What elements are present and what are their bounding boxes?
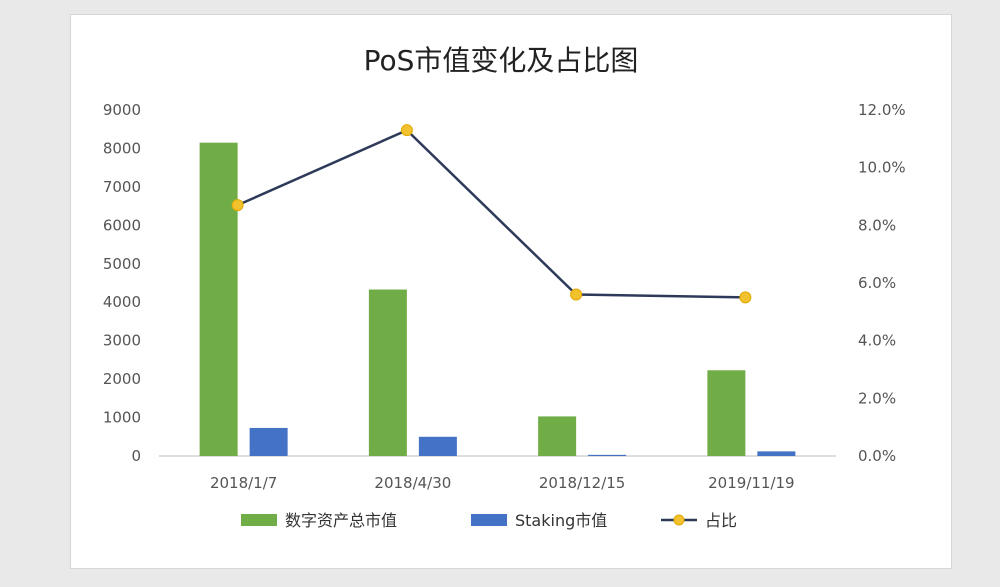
ratio-point — [570, 288, 583, 301]
bar-staking-market-cap — [757, 451, 796, 456]
bar-staking-market-cap — [249, 427, 288, 456]
y-right-tick-label: 10.0% — [858, 159, 906, 177]
x-category-label: 2018/12/15 — [539, 474, 625, 492]
ratio-line — [237, 128, 746, 299]
y-left-tick-label: 1000 — [103, 409, 141, 427]
y-left-tick-label: 5000 — [103, 255, 141, 273]
y-right-tick-label: 0.0% — [858, 447, 896, 465]
axes: 0 1000 2000 3000 4000 5000 6000 7000 8000 9000 0.0… — [103, 101, 906, 492]
chart-card: PoS市值变化及占比图 0 1000 2000 3000 4000 5000 6000 700… — [70, 14, 952, 569]
y-left-tick-label: 8000 — [103, 139, 141, 157]
bar-total-market-cap — [707, 370, 746, 456]
legend-label: 数字资产总市值 — [285, 511, 397, 530]
x-category-label: 2018/4/30 — [374, 474, 451, 492]
legend-swatch — [471, 514, 507, 526]
legend-swatch — [241, 514, 277, 526]
y-left-tick-label: 7000 — [103, 178, 141, 196]
ratio-point — [739, 291, 752, 304]
legend-label: 占比 — [705, 511, 737, 530]
bar-staking-market-cap — [588, 454, 627, 456]
y-left-tick-label: 9000 — [103, 101, 141, 119]
bar-total-market-cap — [368, 289, 407, 456]
y-left-tick-label: 0 — [131, 447, 141, 465]
y-right-tick-label: 6.0% — [858, 274, 896, 292]
legend-marker — [673, 514, 685, 526]
y-right-tick-label: 4.0% — [858, 332, 896, 350]
bar-staking-market-cap — [418, 436, 457, 456]
ratio-point — [231, 199, 244, 212]
ratio-point — [400, 124, 413, 137]
bar-total-market-cap — [199, 142, 238, 456]
chart-svg: PoS市值变化及占比图 0 1000 2000 3000 4000 5000 6000 700… — [103, 44, 906, 530]
y-left-tick-label: 6000 — [103, 216, 141, 234]
y-right-tick-label: 8.0% — [858, 216, 896, 234]
legend-label: Staking市值 — [515, 511, 607, 530]
y-left-tick-label: 2000 — [103, 370, 141, 388]
y-right-tick-label: 12.0% — [858, 101, 906, 119]
chart-marks — [199, 124, 796, 456]
x-category-label: 2018/1/7 — [210, 474, 277, 492]
y-left-tick-label: 4000 — [103, 293, 141, 311]
chart-title: PoS市值变化及占比图 — [364, 44, 639, 77]
y-right-tick-label: 2.0% — [858, 389, 896, 407]
x-category-label: 2019/11/19 — [708, 474, 794, 492]
bar-total-market-cap — [538, 416, 577, 456]
legend: 数字资产总市值 Staking市值 占比 — [241, 511, 737, 530]
y-left-tick-label: 3000 — [103, 332, 141, 350]
